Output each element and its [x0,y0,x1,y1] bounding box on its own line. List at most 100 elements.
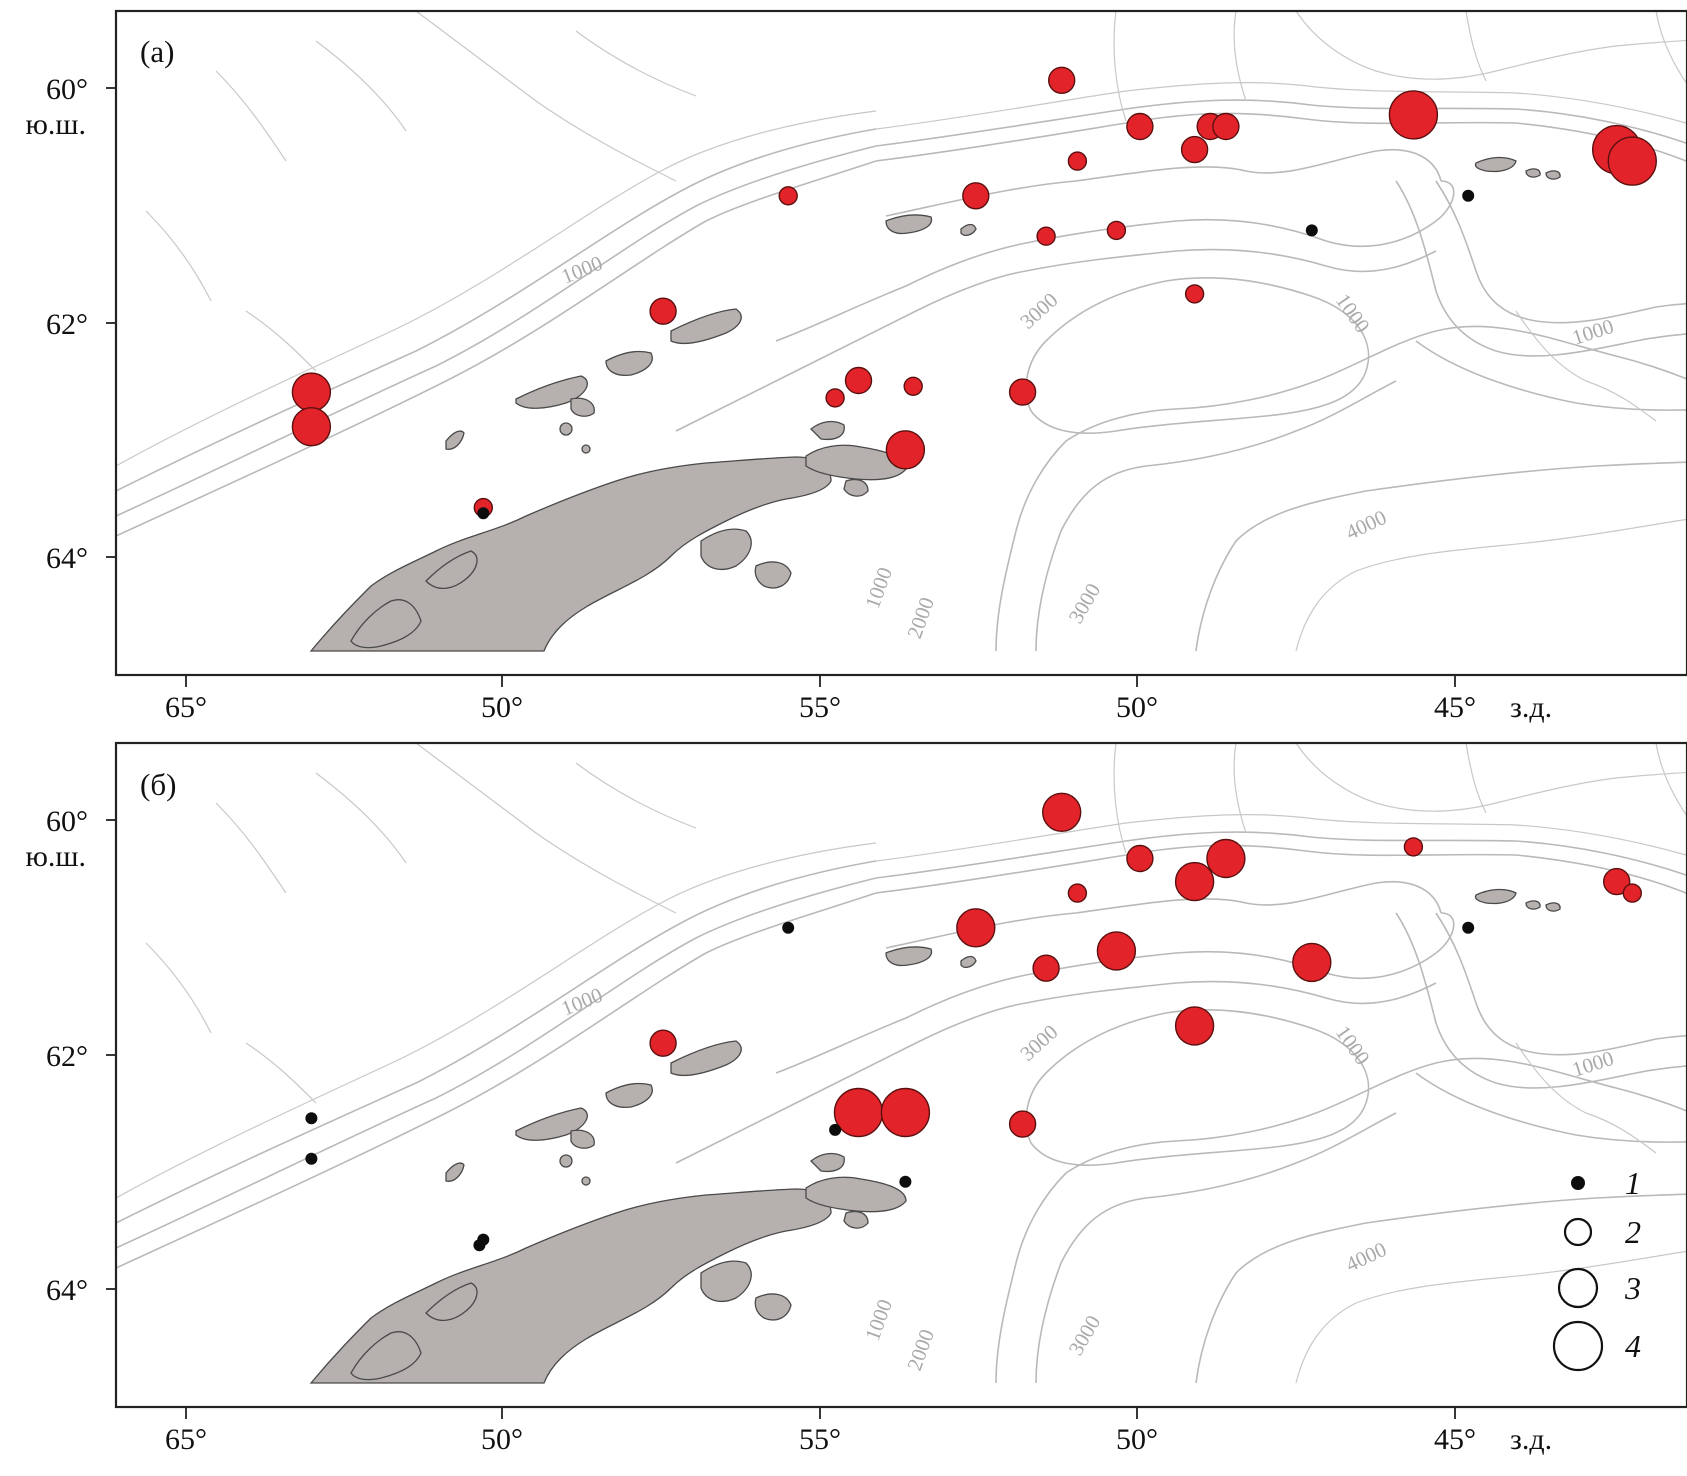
lon-label: 55° [799,1423,841,1456]
panel-label-b: (б) [140,767,176,802]
lat-label: 62° [46,1040,88,1073]
depth-label: 4000 [1342,505,1390,545]
station-marker [903,376,923,396]
station-marker [291,372,332,412]
station-marker [1292,942,1332,983]
station-marker [1047,66,1076,95]
lon-label: 65° [165,1423,207,1456]
station-marker [291,407,332,447]
station-marker [649,1029,677,1057]
legend-label: 1 [1625,1165,1641,1201]
legend-label: 2 [1625,1214,1641,1250]
station-absent-marker [829,1123,842,1136]
station-marker [833,1087,884,1138]
station-marker [1032,954,1060,982]
station-marker [1403,837,1424,857]
station-marker [1041,792,1082,832]
station-marker [962,182,990,210]
station-marker [1174,1006,1215,1046]
station-marker [778,186,798,206]
depth-label: 3000 [1015,288,1062,334]
station-absent-marker [477,507,490,520]
legend-symbol [1552,1320,1604,1372]
station-marker [885,430,926,470]
station-absent-marker [1305,224,1318,237]
station-marker [880,1087,931,1138]
frame-a [114,9,1687,677]
station-absent-marker [782,921,795,934]
station-marker [844,366,873,395]
lat-label: 64° [46,542,88,575]
lon-label: 45° [1434,1423,1476,1456]
panel-label-a: (а) [140,34,174,69]
depth-label: 2000 [902,1326,939,1374]
station-marker [1067,151,1088,171]
depth-label: 1000 [558,983,606,1021]
station-marker [1602,867,1631,896]
basemap-b [116,743,1687,1384]
lon-label: 50° [1116,1423,1158,1456]
lon-unit-label: з.д. [1510,691,1552,724]
station-marker [649,297,677,325]
depth-label: 1000 [1331,1021,1375,1069]
lon-unit-label: з.д. [1510,1423,1552,1456]
lat-unit-label: ю.ш. [25,108,86,141]
legend-label: 4 [1625,1328,1641,1364]
lon-label: 50° [481,691,523,724]
station-marker [1180,135,1209,164]
depth-label: 1000 [860,1296,897,1344]
depth-label: 3000 [1064,1311,1106,1359]
station-marker [1206,838,1246,879]
station-absent-marker [305,1112,318,1125]
lat-label: 60° [46,73,88,106]
legend: 1 2 3 4 [1552,1165,1641,1372]
station-marker [1607,136,1658,186]
depth-label: 1000 [860,564,897,612]
lat-label: 60° [46,805,88,838]
legend-symbol [1563,1217,1593,1247]
lon-label: 50° [1116,691,1158,724]
station-marker [1184,284,1205,304]
station-marker [1622,883,1643,903]
station-absent-marker [305,1152,318,1165]
station-marker [1008,378,1037,406]
depth-label: 4000 [1342,1237,1390,1277]
station-marker [1096,931,1137,971]
depth-label: 3000 [1015,1020,1062,1066]
lat-label: 64° [46,1274,88,1307]
legend-symbol [1571,1176,1585,1190]
basemap-a [116,11,1687,652]
lon-label: 50° [481,1423,523,1456]
axis-ticks-a: 65° 50° 55° 50° 45° з.д. 60° 62° 64° ю.ш. [25,73,1552,724]
station-marker [1126,112,1154,141]
lon-label: 55° [799,691,841,724]
station-marker [1174,861,1215,902]
station-marker [1212,112,1240,141]
station-marker [825,388,845,408]
station-absent-marker [1462,189,1475,202]
station-marker [1126,844,1154,873]
frame-b [114,741,1687,1409]
legend-label: 3 [1624,1270,1641,1306]
stations-b [305,792,1643,1252]
station-absent-marker [473,1239,486,1252]
depth-label: 1000 [1331,289,1375,337]
station-marker [1106,220,1127,241]
legend-symbol [1557,1267,1599,1309]
depth-label: 1000 [1569,314,1616,350]
lat-unit-label: ю.ш. [25,840,86,873]
station-marker [1067,883,1088,903]
station-absent-marker [899,1175,912,1188]
axis-ticks-b: 65° 50° 55° 50° 45° з.д. 60° 62° 64° ю.ш. [25,805,1552,1456]
stations-a [291,66,1658,520]
depth-label: 3000 [1064,579,1106,627]
lat-label: 62° [46,308,88,341]
station-marker [1008,1110,1037,1138]
station-marker [1036,226,1056,246]
lon-label: 65° [165,691,207,724]
depth-label: 2000 [902,594,939,642]
station-marker [956,908,996,948]
lon-label: 45° [1434,691,1476,724]
